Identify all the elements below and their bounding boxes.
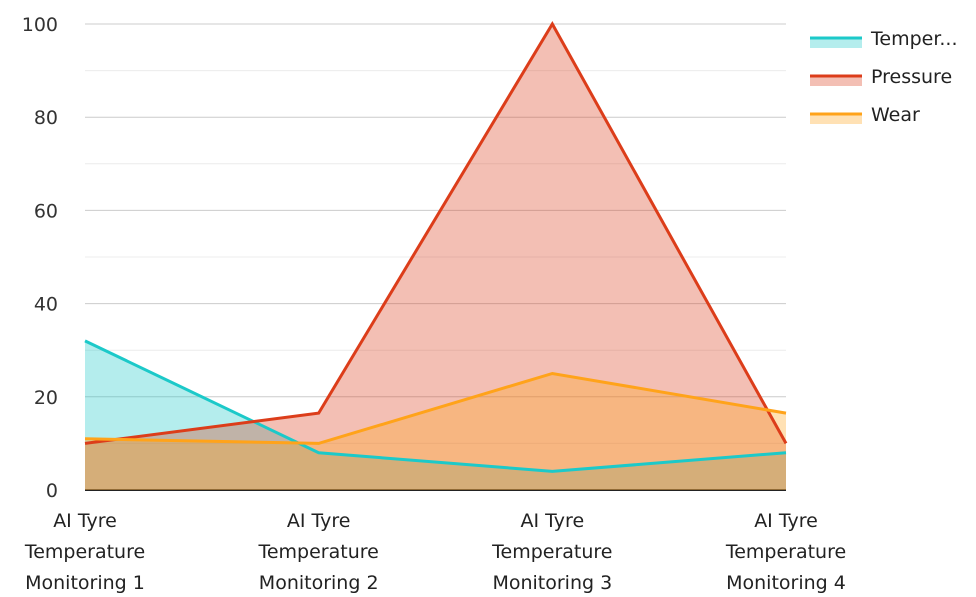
series-line — [84, 371, 787, 445]
series-area — [85, 373, 786, 490]
legend-swatch — [810, 76, 862, 86]
y-tick-label: 80 — [34, 107, 58, 129]
legend: Temper... Pressure Wear — [810, 28, 958, 126]
y-tick-label: 0 — [46, 480, 58, 502]
legend-label: Temper... — [870, 28, 958, 50]
series-line — [84, 21, 788, 445]
series-lines — [84, 21, 788, 473]
x-axis-labels: AI Tyre Temperature Monitoring 1 AI Tyre Tem… — [24, 510, 846, 594]
series-area — [85, 340, 786, 490]
legend-swatch — [810, 38, 862, 48]
y-axis-ticks: 0 20 40 60 80 100 — [22, 14, 58, 502]
x-tick-label: AI Tyre Temperature Monitoring 3 — [491, 510, 612, 594]
y-tick-label: 60 — [34, 200, 58, 222]
x-tick-label: AI Tyre Temperature Monitoring 4 — [725, 510, 846, 594]
legend-label: Wear — [871, 104, 920, 126]
series-area — [85, 24, 786, 490]
y-tick-label: 100 — [22, 14, 58, 36]
x-tick-label: AI Tyre Temperature Monitoring 2 — [257, 510, 378, 594]
y-tick-label: 40 — [34, 294, 58, 316]
series-areas — [85, 24, 786, 490]
legend-swatch — [810, 114, 862, 124]
legend-label: Pressure — [871, 66, 952, 88]
series-line — [84, 339, 787, 473]
y-tick-label: 20 — [34, 387, 58, 409]
x-tick-label: AI Tyre Temperature Monitoring 1 — [24, 510, 145, 594]
